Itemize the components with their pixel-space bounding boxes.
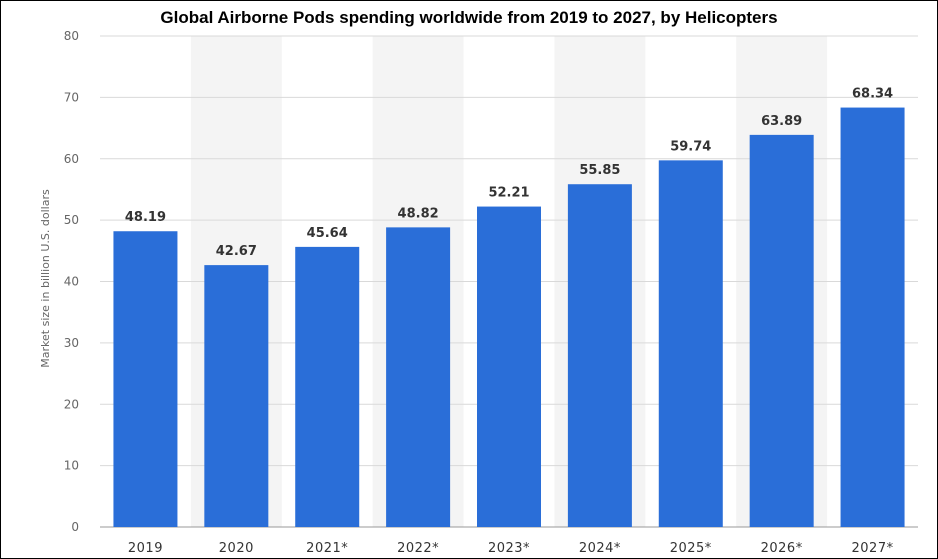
- x-tick-label: 2021*: [306, 541, 348, 556]
- y-tick-label: 60: [64, 152, 79, 166]
- data-label: 42.67: [216, 244, 257, 259]
- y-tick-label: 80: [64, 29, 79, 43]
- bar: [840, 107, 905, 528]
- y-axis-ticks: 0 10 20 30 40 50 60 70 80: [64, 29, 79, 534]
- x-tick-label: 2023*: [488, 541, 530, 556]
- x-tick-label: 2024*: [579, 541, 621, 556]
- x-tick-label: 2026*: [761, 541, 803, 556]
- bar: [295, 246, 360, 527]
- bar: [567, 184, 632, 527]
- x-tick-label: 2027*: [852, 541, 894, 556]
- bar: [113, 231, 178, 527]
- chart-title: Global Airborne Pods spending worldwide …: [160, 8, 778, 27]
- x-tick-label: 2020: [219, 541, 254, 556]
- y-tick-label: 0: [71, 520, 79, 534]
- y-tick-label: 70: [64, 90, 79, 104]
- bars: [113, 107, 905, 528]
- y-tick-label: 30: [64, 336, 79, 350]
- bar: [204, 265, 269, 527]
- data-label: 63.89: [761, 114, 802, 129]
- data-label: 48.19: [125, 210, 166, 225]
- data-label: 52.21: [488, 186, 529, 201]
- x-axis-ticks: 2019 2020 2021* 2022* 2023* 2024* 2025* 2026* 20…: [128, 541, 894, 556]
- data-label: 45.64: [307, 226, 348, 241]
- y-axis-label: Market size in billion U.S. dollars: [39, 189, 52, 368]
- data-label: 68.34: [852, 87, 893, 102]
- y-tick-label: 20: [64, 397, 79, 411]
- x-tick-label: 2022*: [397, 541, 439, 556]
- data-label: 55.85: [579, 163, 620, 178]
- x-tick-label: 2019: [128, 541, 163, 556]
- x-tick-label: 2025*: [670, 541, 712, 556]
- data-label: 59.74: [670, 139, 711, 154]
- y-tick-label: 10: [64, 459, 79, 473]
- bar: [386, 227, 451, 527]
- y-tick-label: 40: [64, 275, 79, 289]
- bar: [749, 134, 814, 527]
- data-labels: 48.19 42.67 45.64 48.82 52.21 55.85 59.74 63.89…: [125, 87, 893, 260]
- y-tick-label: 50: [64, 213, 79, 227]
- data-label: 48.82: [398, 206, 439, 221]
- bar: [477, 206, 541, 527]
- bar: [658, 160, 723, 527]
